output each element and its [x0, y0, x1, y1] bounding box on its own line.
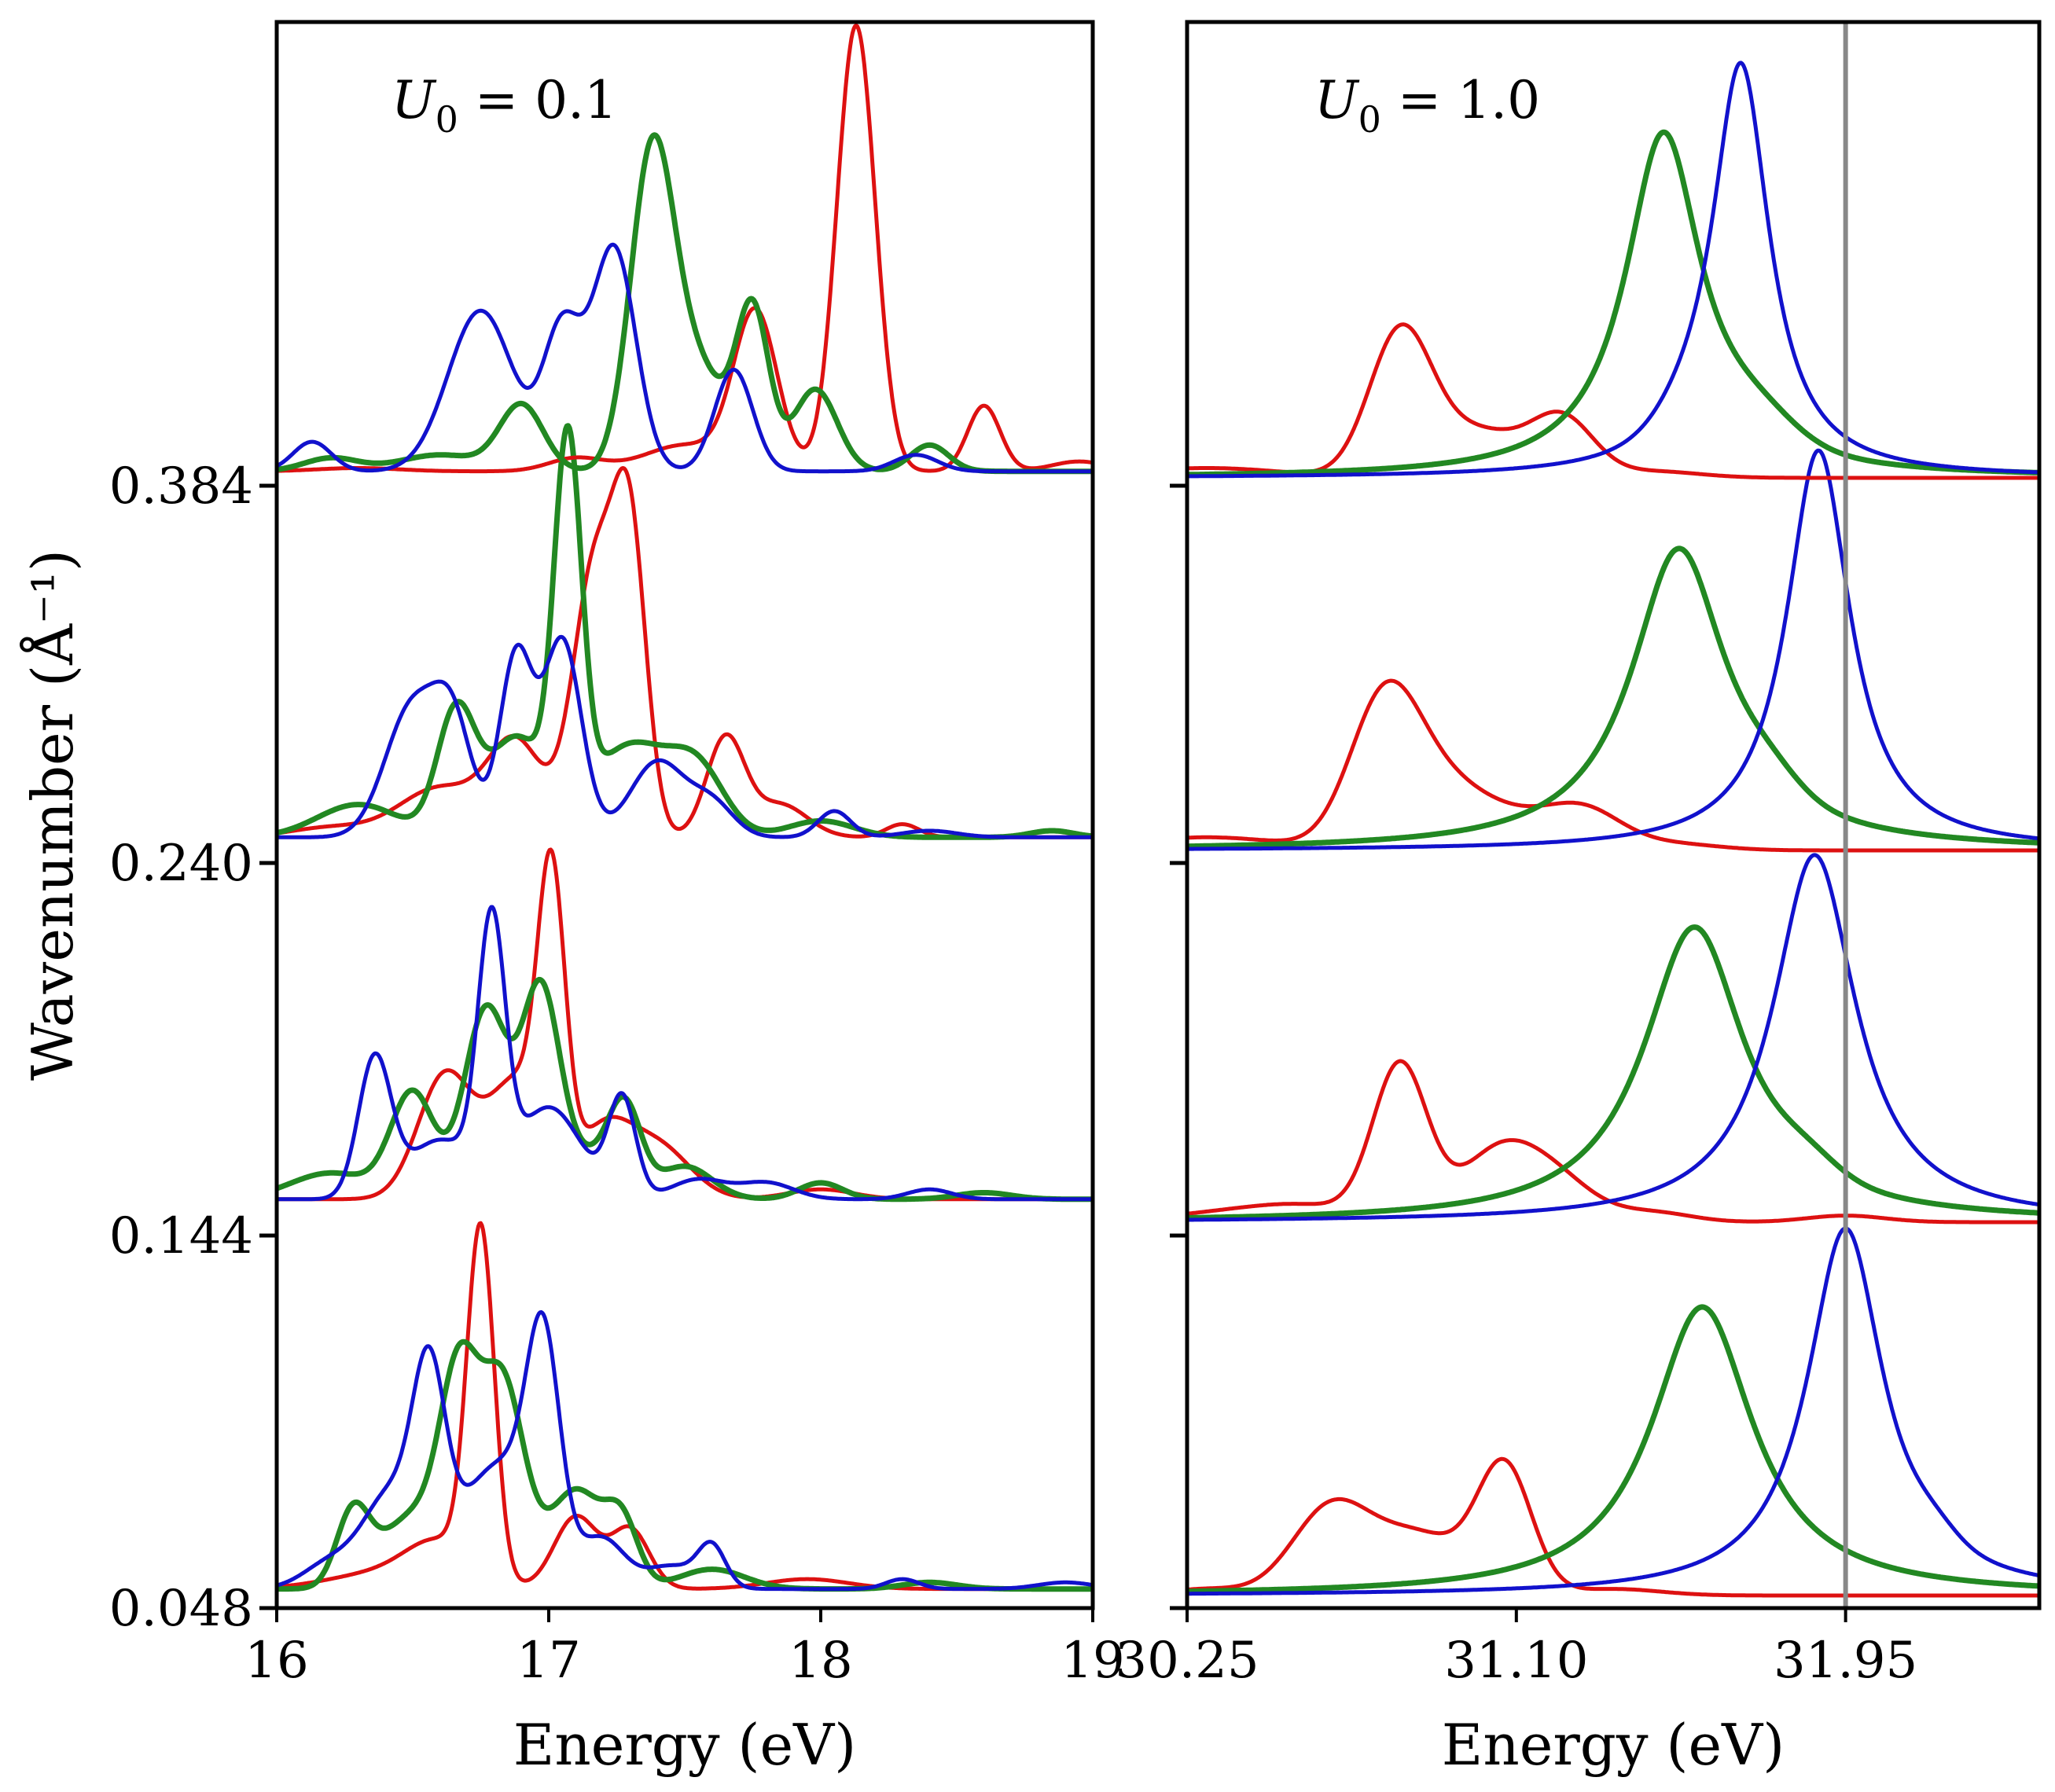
right-row-0.384-green-curve [1187, 129, 2039, 478]
y-tick-label: 0.144 [109, 1207, 253, 1265]
left-panel: 16 17 18 19 0.048 0.144 0.240 0.384 U0 = 0.1 E… [19, 20, 1125, 1778]
left-row-0.240-red-curve [277, 466, 1093, 839]
left-row-0.048-blue-curve [277, 1310, 1093, 1592]
right-plot-frame [1185, 20, 2042, 1610]
right-row-0.144-green-curve [1187, 924, 2039, 1221]
left-row-0.048-red-curve [277, 1221, 1093, 1592]
left-panel-label: U0 = 0.1 [392, 70, 617, 141]
left-curves [277, 23, 1093, 1592]
left-row-0.144-red-curve [277, 847, 1093, 1202]
right-row-0.048-green-curve [1187, 1304, 2039, 1595]
right-row-0.384-blue-curve [1187, 61, 2039, 479]
left-x-tick-label: 17 [517, 1632, 580, 1690]
left-x-ticks: 16 17 18 19 [244, 1608, 1125, 1690]
right-row-0.144-blue-curve [1187, 853, 2039, 1222]
left-x-tick-label: 16 [244, 1632, 308, 1690]
right-x-axis-label: Energy (eV) [1442, 1712, 1785, 1778]
left-x-axis-label: Energy (eV) [513, 1712, 856, 1778]
right-x-ticks: 30.25 31.10 31.95 [1115, 1608, 1917, 1690]
left-plot-frame [274, 20, 1095, 1610]
right-x-tick-label: 30.25 [1115, 1632, 1259, 1690]
right-x-tick-label: 31.10 [1444, 1632, 1588, 1690]
left-row-0.240-green-curve [277, 423, 1093, 840]
y-tick-label: 0.384 [109, 457, 253, 516]
right-panel-label: U0 = 1.0 [1314, 70, 1540, 141]
left-row-0.144-blue-curve [277, 905, 1093, 1202]
left-row-0.240-blue-curve [277, 634, 1093, 839]
y-tick-label: 0.240 [109, 835, 253, 893]
right-row-0.240-green-curve [1187, 545, 2039, 850]
left-x-tick-label: 19 [1061, 1632, 1124, 1690]
right-row-0.384-red-curve [1187, 322, 2039, 480]
y-tick-label: 0.048 [109, 1580, 253, 1638]
right-x-tick-label: 31.95 [1774, 1632, 1917, 1690]
right-row-0.048-blue-curve [1187, 1226, 2039, 1596]
right-row-0.240-red-curve [1187, 678, 2039, 853]
right-curves [1187, 22, 2039, 1608]
left-y-ticks: 0.048 0.144 0.240 0.384 [109, 457, 277, 1638]
left-row-0.048-green-curve [277, 1338, 1093, 1592]
right-row-0.048-red-curve [1187, 1456, 2039, 1598]
right-row-0.240-blue-curve [1187, 448, 2039, 851]
left-x-tick-label: 18 [789, 1632, 852, 1690]
left-row-0.384-green-curve [277, 132, 1093, 475]
left-row-0.384-blue-curve [277, 242, 1093, 474]
y-axis-label: Wavenumber (Å⁻¹) [19, 549, 86, 1081]
right-y-ticks [1170, 483, 1187, 1610]
right-panel: 30.25 31.10 31.95 U0 = 1.0 Energy (eV) [1115, 20, 2042, 1778]
left-row-0.384-red-curve [277, 23, 1093, 474]
right-row-0.144-red-curve [1187, 1059, 2039, 1225]
